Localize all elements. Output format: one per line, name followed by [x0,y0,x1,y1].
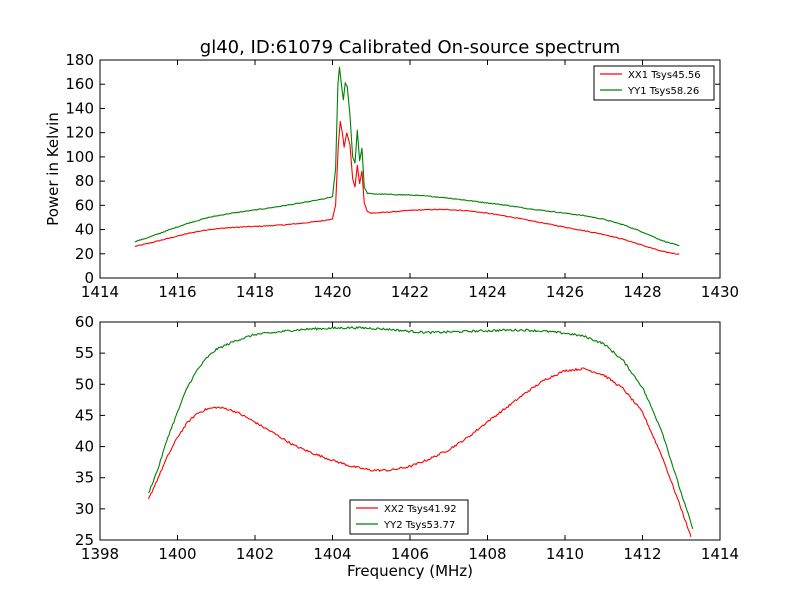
bottom-series-lines [147,326,694,538]
chart-title: gl40, ID:61079 Calibrated On-source spec… [200,37,620,58]
bottom-legend-box [349,499,469,535]
top-legend: XX1 Tsys45.56 YY1 Tsys58.26 [593,65,715,101]
top-y-tick-label: 140 [65,99,94,117]
bottom-x-tick-label: 1398 [81,545,119,563]
top-panel: 1414 1416 1418 1420 1422 1424 1426 1428 1430 0 20 4… [44,51,739,301]
legend-label-xx1: XX1 Tsys45.56 [628,70,701,81]
top-y-axis-label: Power in Kelvin [44,112,62,226]
bottom-y-tick-label: 45 [75,406,94,424]
bottom-y-tick-label: 30 [75,500,94,518]
bottom-y-tick-label: 40 [75,438,94,456]
top-y-tick-label: 0 [84,269,94,287]
top-x-tick-label: 1428 [623,283,661,301]
top-y-tick-label: 80 [75,172,94,190]
bottom-legend: XX2 Tsys41.92 YY2 Tsys53.77 [349,499,469,535]
top-y-tick-label: 40 [75,221,94,239]
top-x-tick-label: 1414 [81,283,119,301]
top-x-tick-label: 1420 [313,283,351,301]
top-legend-box [593,65,715,101]
bottom-x-tick-label: 1400 [158,545,196,563]
bottom-x-axis-label: Frequency (MHz) [347,562,473,580]
top-ticks: 1414 1416 1418 1420 1422 1424 1426 1428 1430 0 20 4… [65,51,739,301]
top-series-line-xx [134,120,680,255]
top-series-line-yy [134,66,680,247]
bottom-series-line-xx [147,367,692,538]
top-y-tick-label: 160 [65,75,94,93]
top-series-lines [134,66,680,255]
legend-label-xx2: XX2 Tsys41.92 [384,504,457,515]
top-x-tick-label: 1424 [468,283,506,301]
bottom-y-tick-label: 55 [75,344,94,362]
bottom-x-tick-label: 1408 [468,545,506,563]
legend-label-yy1: YY1 Tsys58.26 [627,86,699,97]
bottom-y-tick-label: 35 [75,469,94,487]
top-y-tick-label: 60 [75,196,94,214]
top-y-tick-label: 120 [65,124,94,142]
legend-label-yy2: YY2 Tsys53.77 [383,520,455,531]
bottom-series-line-yy [148,326,694,529]
bottom-x-tick-label: 1406 [391,545,429,563]
top-y-tick-label: 20 [75,245,94,263]
top-y-tick-label: 180 [65,51,94,69]
bottom-x-tick-label: 1402 [236,545,274,563]
top-y-tick-label: 100 [65,148,94,166]
bottom-y-tick-label: 25 [75,531,94,549]
bottom-panel: 1398 1400 1402 1404 1406 1408 1410 1412 1414 25 30… [75,313,739,580]
bottom-y-tick-label: 50 [75,375,94,393]
bottom-ticks: 1398 1400 1402 1404 1406 1408 1410 1412 1414 25 30… [75,313,739,563]
bottom-x-tick-label: 1414 [701,545,739,563]
bottom-y-tick-label: 60 [75,313,94,331]
top-x-tick-label: 1426 [546,283,584,301]
top-x-tick-label: 1422 [391,283,429,301]
bottom-x-tick-label: 1410 [546,545,584,563]
bottom-x-tick-label: 1412 [623,545,661,563]
bottom-x-tick-label: 1404 [313,545,351,563]
top-x-tick-label: 1416 [158,283,196,301]
top-x-tick-label: 1430 [701,283,739,301]
top-x-tick-label: 1418 [236,283,274,301]
